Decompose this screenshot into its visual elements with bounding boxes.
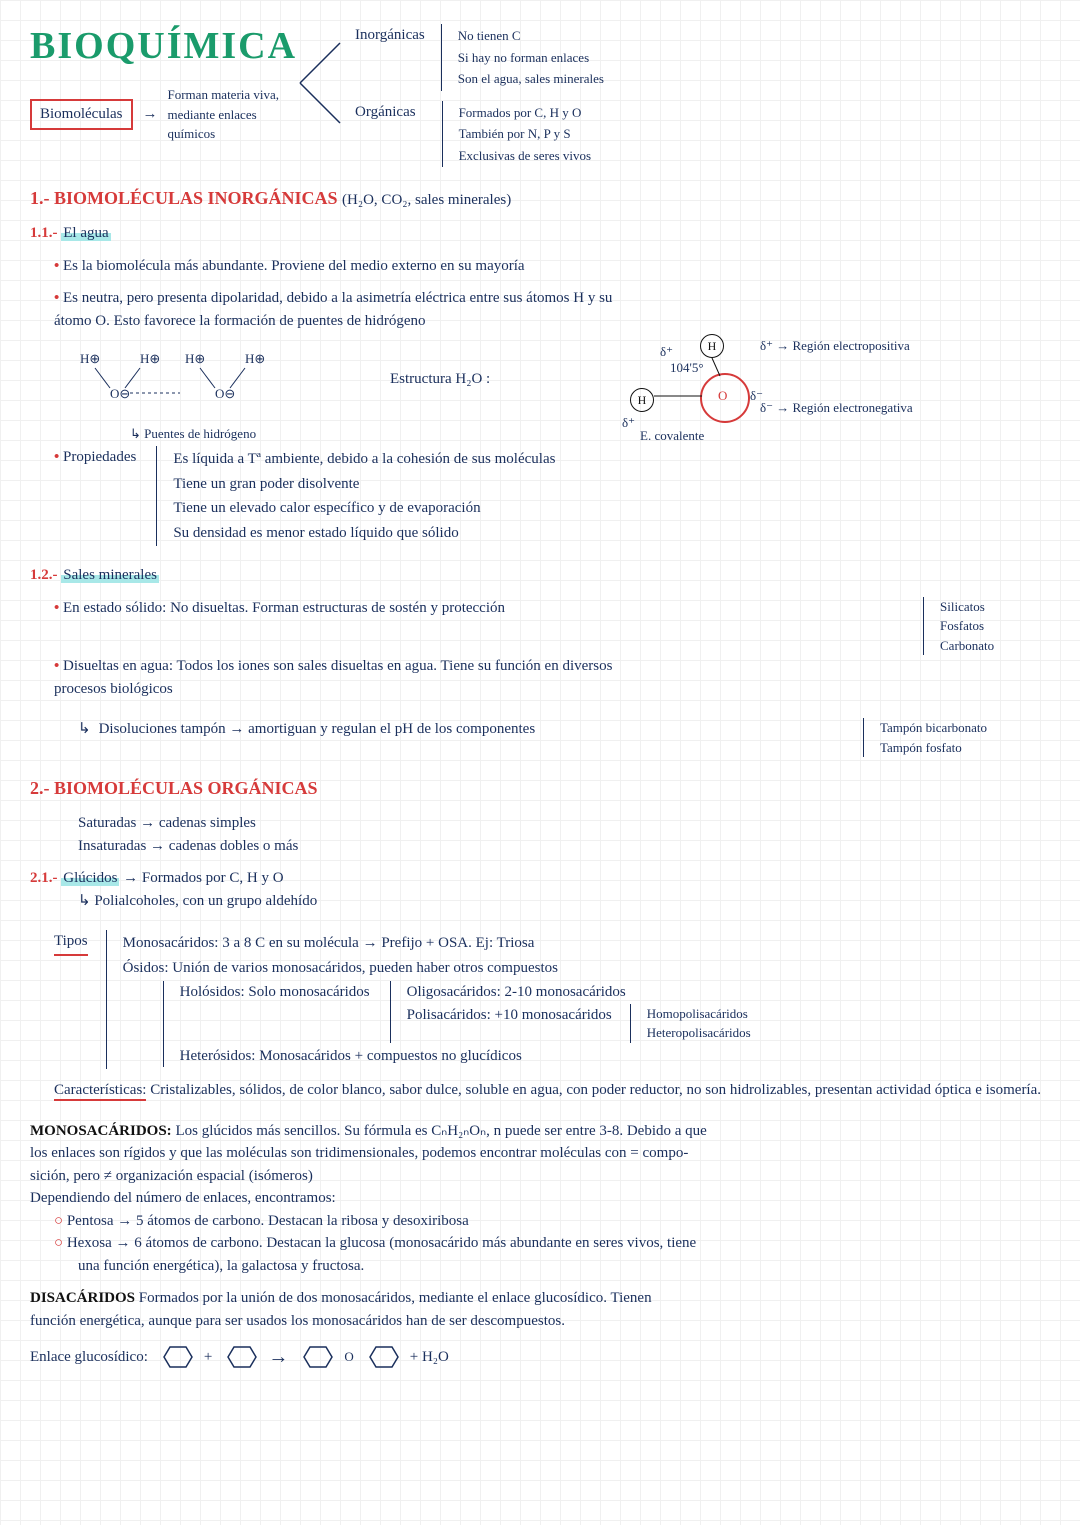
forman-text: Forman materia viva, mediante enlaces qu… [168, 85, 298, 144]
s1-heading: 1.- BIOMOLÉCULAS INORGÁNICAS [30, 188, 338, 208]
mono-h: MONOSACÁRIDOS: [30, 1123, 172, 1139]
org-label: Orgánicas [355, 101, 416, 124]
tipo-mono: Monosacáridos: 3 a 8 C en su molécula → … [123, 932, 1050, 955]
s11-title: El agua [61, 225, 110, 241]
arrow-icon: → [143, 103, 158, 126]
h2o-label: + H₂O [410, 1346, 449, 1369]
h2o-structure: H H O δ⁺ 104'5° δ⁺ E. covalente δ⁺ → Reg… [630, 338, 1010, 428]
angle-label: 104'5° [670, 358, 704, 378]
props-label: Propiedades [54, 446, 136, 469]
inorg-item: No tienen C [458, 26, 604, 46]
agua-p1: Es la biomolécula más abundante. Provien… [54, 255, 1050, 278]
mono-p3: sición, pero ≠ organización espacial (is… [30, 1165, 1050, 1188]
svg-text:H⊕: H⊕ [80, 351, 100, 366]
inorg-label: Inorgánicas [355, 24, 425, 47]
mono-p1: Los glúcidos más sencillos. Su fórmula e… [175, 1123, 706, 1139]
biomoleculas-box: Biomoléculas [30, 99, 133, 130]
prop-item: Su densidad es menor estado líquido que … [173, 522, 555, 545]
tampon-item: Tampón bicarbonato [880, 718, 1050, 738]
mono-p2: los enlaces son rígidos y que las molécu… [30, 1142, 1050, 1165]
poli: Polisacáridos: +10 monosacáridos [407, 1004, 612, 1027]
carac-text: Cristalizables, sólidos, de color blanco… [150, 1082, 1041, 1098]
carac-label: Características: [54, 1082, 146, 1101]
tipo-osidos: Ósidos: Unión de varios monosacáridos, p… [123, 957, 1050, 980]
enlace-label: Enlace glucosídico: [30, 1346, 148, 1369]
hexosa2: una función energética), la galactosa y … [78, 1255, 1050, 1278]
sal2b: procesos biológicos [54, 678, 1050, 701]
org-item: Formados por C, H y O [459, 103, 592, 123]
hexagon-icon [362, 1342, 402, 1372]
inorg-item: Son el agua, sales minerales [458, 69, 604, 89]
s2-heading: 2.- BIOMOLÉCULAS ORGÁNICAS [30, 775, 1050, 802]
sal-list-item: Carbonato [940, 636, 1050, 656]
puentes-label: Puentes de hidrógeno [144, 426, 256, 441]
agua-p2b: átomo O. Esto favorece la formación de p… [54, 310, 1050, 333]
s11-num: 1.1.- [30, 225, 58, 241]
hexosa1: Hexosa → 6 átomos de carbono. Destacan l… [67, 1235, 696, 1251]
mono-p4: Dependiendo del número de enlaces, encon… [30, 1187, 1050, 1210]
disa-p1: Formados por la unión de dos monosacárid… [139, 1290, 652, 1306]
sal1: En estado sólido: No disueltas. Forman e… [54, 597, 909, 620]
disa-p2: función energética, aunque para ser usad… [30, 1310, 1050, 1333]
org-item: También por N, P y S [459, 124, 592, 144]
inorg-item: Si hay no forman enlaces [458, 48, 604, 68]
tipos-label: Tipos [54, 930, 88, 956]
holo: Holósidos: Solo monosacáridos [180, 981, 370, 1004]
s21-title: Glúcidos [61, 870, 119, 886]
s1-extra: (H₂O, CO₂, sales minerales) [342, 192, 511, 208]
branch-icon [295, 28, 355, 138]
sal-list-item: Fosfatos [940, 616, 1050, 636]
tampon-item: Tampón fosfato [880, 738, 1050, 758]
sal2: Disueltas en agua: Todos los iones son s… [54, 655, 1050, 678]
page-title: BIOQUÍMICA [30, 18, 297, 75]
svg-text:O⊖: O⊖ [215, 386, 235, 401]
dpos-label: δ⁺ → Región electropositiva [760, 336, 910, 356]
pentosa: Pentosa → 5 átomos de carbono. Destacan … [67, 1213, 469, 1229]
hbond-diagram: H⊕ O⊖ H⊕ H⊕ O⊖ H⊕ ↳ Puentes de hidrógeno [70, 348, 270, 443]
s12-title: Sales minerales [61, 567, 159, 583]
prop-item: Es líquida a Tª ambiente, debido a la co… [173, 448, 555, 471]
org-item: Exclusivas de seres vivos [459, 146, 592, 166]
svg-text:O⊖: O⊖ [110, 386, 130, 401]
svg-text:H⊕: H⊕ [245, 351, 265, 366]
homo: Homopolisacáridos [647, 1004, 751, 1024]
sat: Saturadas → cadenas simples [78, 812, 1050, 835]
s21-sub: ↳ Polialcoholes, con un grupo aldehído [78, 890, 1050, 913]
tampon-text: Disoluciones tampón → amortiguan y regul… [99, 718, 849, 741]
hexagon-icon [296, 1342, 336, 1372]
dneg-label: δ⁻ → Región electronegativa [760, 398, 913, 418]
hexagon-icon [220, 1342, 260, 1372]
s12-num: 1.2.- [30, 567, 58, 583]
hetero-p: Heteropolisacáridos [647, 1023, 751, 1043]
svg-text:H⊕: H⊕ [185, 351, 205, 366]
s21-desc: → Formados por C, H y O [123, 870, 283, 886]
ecov-label: E. covalente [640, 426, 704, 446]
estructura-label: Estructura H₂O : [390, 368, 490, 391]
prop-item: Tiene un gran poder disolvente [173, 473, 555, 496]
sal-list-item: Silicatos [940, 597, 1050, 617]
agua-p2a: Es neutra, pero presenta dipolaridad, de… [54, 287, 1050, 310]
prop-item: Tiene un elevado calor específico y de e… [173, 497, 555, 520]
disa-h: DISACÁRIDOS [30, 1290, 135, 1306]
hexagon-icon [156, 1342, 196, 1372]
oligo: Oligosacáridos: 2-10 monosacáridos [407, 981, 751, 1004]
svg-text:H⊕: H⊕ [140, 351, 160, 366]
s21-num: 2.1.- [30, 870, 58, 886]
hetero: Heterósidos: Monosacáridos + compuestos … [180, 1045, 1050, 1068]
insat: Insaturadas → cadenas dobles o más [78, 835, 1050, 858]
